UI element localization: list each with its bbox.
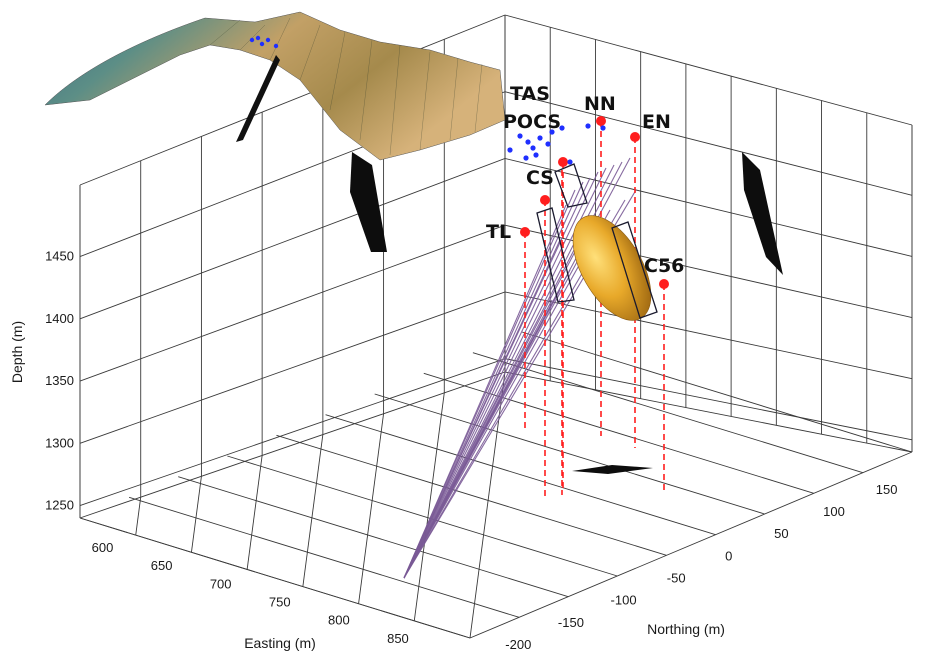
box-edge bbox=[469, 451, 913, 639]
box-edge bbox=[79, 14, 506, 186]
y-gridline-floor bbox=[276, 434, 667, 556]
station-label-c56: C56 bbox=[644, 255, 684, 277]
axis-tick-labels: 1250 1300 1350 1400 1450 600 650 700 750 800 850 -2… bbox=[9, 249, 897, 652]
x-tick-label: 800 bbox=[328, 613, 350, 628]
blue-sensor-dot bbox=[249, 37, 255, 43]
z-tick-label: 1350 bbox=[45, 373, 74, 388]
blue-sensor-dot bbox=[517, 133, 523, 139]
ray-line bbox=[403, 177, 591, 579]
x-gridline-floor bbox=[135, 497, 142, 536]
axes-grid bbox=[79, 14, 913, 639]
ray-line bbox=[403, 167, 607, 579]
x-gridline-floor bbox=[190, 476, 202, 553]
terrain-mesh-lines bbox=[209, 17, 483, 156]
x-gridline-floor bbox=[302, 434, 324, 587]
station-marker bbox=[596, 116, 606, 126]
x-tick-label: 850 bbox=[387, 631, 409, 646]
ray-line bbox=[403, 181, 584, 579]
station-label-tl: TL bbox=[486, 221, 511, 243]
blue-sensor-dot bbox=[523, 155, 529, 161]
blue-sensor-dot bbox=[585, 123, 591, 129]
station-marker bbox=[630, 132, 640, 142]
station-label-pocs: POCS bbox=[503, 111, 561, 133]
y-gridline-floor bbox=[521, 331, 913, 453]
y-tick-label: 0 bbox=[725, 548, 732, 563]
blue-sensor-dot bbox=[255, 35, 261, 41]
station-marker bbox=[540, 195, 550, 205]
terrain-surface bbox=[44, 11, 506, 161]
wall-projection-right bbox=[742, 152, 783, 275]
y-tick-label: -150 bbox=[558, 615, 584, 630]
borehole-terrain bbox=[236, 55, 280, 142]
box-edge bbox=[504, 14, 913, 126]
ray-fan bbox=[403, 157, 637, 579]
x-tick-label: 700 bbox=[210, 576, 232, 591]
station-label-tas: TAS bbox=[510, 83, 550, 105]
y-gridline-floor bbox=[79, 517, 471, 639]
y-axis-label: Northing (m) bbox=[647, 621, 725, 637]
y-tick-label: 150 bbox=[876, 482, 898, 497]
station-labels: TAS POCS NN EN CS TL C56 bbox=[486, 83, 684, 277]
blue-sensor-dot bbox=[545, 141, 551, 147]
station-marker bbox=[520, 227, 530, 237]
z-tick-label: 1250 bbox=[45, 498, 74, 513]
y-gridline-floor bbox=[128, 496, 520, 618]
x-gridline-floor bbox=[413, 392, 445, 621]
x-tick-label: 600 bbox=[92, 540, 114, 555]
y-gridline-floor bbox=[227, 455, 618, 577]
wall-projection-left bbox=[350, 152, 387, 252]
y-tick-label: -100 bbox=[611, 593, 637, 608]
y-tick-label: 100 bbox=[823, 504, 845, 519]
blue-sensor-dot bbox=[265, 37, 271, 43]
z-tick-label: 1400 bbox=[45, 311, 74, 326]
blue-sensor-dot bbox=[259, 41, 265, 47]
blue-sensor-dot bbox=[537, 135, 543, 141]
station-label-en: EN bbox=[642, 111, 671, 133]
y-tick-label: 50 bbox=[774, 526, 788, 541]
station-label-cs: CS bbox=[526, 167, 554, 189]
z-tick-label: 1300 bbox=[45, 435, 74, 450]
ray-line bbox=[403, 249, 575, 579]
y-tick-label: -200 bbox=[505, 637, 531, 652]
ray-line bbox=[403, 209, 611, 579]
y-tick-label: -50 bbox=[667, 571, 686, 586]
x-gridline-floor bbox=[246, 455, 263, 570]
blue-sensor-dot bbox=[559, 125, 565, 131]
blue-sensor-dot bbox=[549, 129, 555, 135]
y-gridline-floor bbox=[374, 393, 765, 515]
blue-sensor-dot bbox=[273, 43, 279, 49]
y-gridline-floor bbox=[178, 476, 569, 598]
sensor-outline-cs bbox=[554, 163, 588, 208]
x-tick-label: 650 bbox=[151, 558, 173, 573]
x-gridline-floor bbox=[469, 371, 506, 639]
y-gridline-floor bbox=[472, 352, 864, 474]
box-edge bbox=[79, 371, 506, 519]
sensor-outline-tl bbox=[536, 207, 575, 303]
z-gridline bbox=[79, 224, 913, 382]
box-edge bbox=[504, 371, 913, 453]
z-tick-label: 1450 bbox=[45, 249, 74, 264]
station-marker bbox=[558, 157, 568, 167]
ray-line bbox=[403, 171, 599, 579]
ray-line bbox=[403, 219, 601, 579]
station-marker bbox=[659, 279, 669, 289]
blue-sensor-dot bbox=[533, 152, 539, 158]
station-label-nn: NN bbox=[584, 93, 616, 115]
y-gridline-floor bbox=[325, 414, 716, 536]
x-axis-label: Easting (m) bbox=[244, 635, 316, 651]
sensor-outline-c56 bbox=[611, 221, 658, 319]
blue-sensor-dot bbox=[507, 147, 513, 153]
blue-sensor-dot bbox=[530, 145, 536, 151]
ray-line bbox=[403, 189, 576, 579]
x-tick-label: 750 bbox=[269, 595, 291, 610]
floor-projection bbox=[572, 465, 653, 474]
x-gridline-floor bbox=[358, 413, 385, 604]
blue-sensor-dot bbox=[525, 139, 531, 145]
blue-sensor-dot bbox=[567, 159, 573, 165]
z-axis-label: Depth (m) bbox=[9, 321, 25, 383]
blue-sensor-dot bbox=[600, 125, 606, 131]
